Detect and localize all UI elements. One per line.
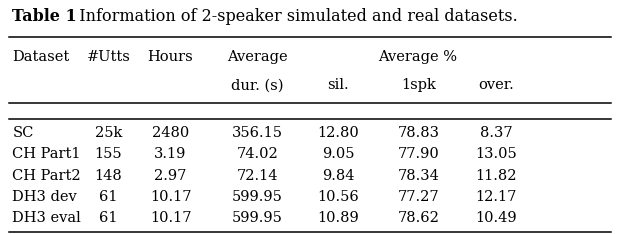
- Text: 61: 61: [99, 211, 118, 225]
- Text: sil.: sil.: [327, 78, 348, 92]
- Text: 78.34: 78.34: [397, 168, 440, 183]
- Text: Average %: Average %: [378, 50, 458, 64]
- Text: 11.82: 11.82: [476, 168, 516, 183]
- Text: 77.27: 77.27: [397, 190, 440, 204]
- Text: Dataset: Dataset: [12, 50, 69, 64]
- Text: 148: 148: [95, 168, 122, 183]
- Text: 155: 155: [95, 147, 122, 161]
- Text: DH3 eval: DH3 eval: [12, 211, 81, 225]
- Text: 10.56: 10.56: [317, 190, 359, 204]
- Text: 77.90: 77.90: [397, 147, 440, 161]
- Text: 356.15: 356.15: [232, 126, 283, 140]
- Text: over.: over.: [478, 78, 514, 92]
- Text: 2480: 2480: [152, 126, 189, 140]
- Text: 78.62: 78.62: [397, 211, 440, 225]
- Text: 1spk: 1spk: [401, 78, 436, 92]
- Text: 599.95: 599.95: [232, 211, 283, 225]
- Text: Table 1: Table 1: [12, 8, 77, 25]
- Text: 10.17: 10.17: [150, 190, 191, 204]
- Text: dur. (s): dur. (s): [231, 78, 283, 92]
- Text: 9.05: 9.05: [322, 147, 354, 161]
- Text: 12.17: 12.17: [476, 190, 516, 204]
- Text: Average: Average: [227, 50, 288, 64]
- Text: 10.49: 10.49: [475, 211, 517, 225]
- Text: 9.84: 9.84: [322, 168, 354, 183]
- Text: 3.19: 3.19: [154, 147, 187, 161]
- Text: 61: 61: [99, 190, 118, 204]
- Text: 74.02: 74.02: [236, 147, 278, 161]
- Text: 13.05: 13.05: [475, 147, 517, 161]
- Text: CH Part1: CH Part1: [12, 147, 81, 161]
- Text: 8.37: 8.37: [480, 126, 512, 140]
- Text: 2.97: 2.97: [154, 168, 187, 183]
- Text: . Information of 2-speaker simulated and real datasets.: . Information of 2-speaker simulated and…: [69, 8, 518, 25]
- Text: 12.80: 12.80: [317, 126, 359, 140]
- Text: 10.89: 10.89: [317, 211, 359, 225]
- Text: 599.95: 599.95: [232, 190, 283, 204]
- Text: 78.83: 78.83: [397, 126, 440, 140]
- Text: Hours: Hours: [148, 50, 193, 64]
- Text: 10.17: 10.17: [150, 211, 191, 225]
- Text: DH3 dev: DH3 dev: [12, 190, 77, 204]
- Text: 25k: 25k: [95, 126, 122, 140]
- Text: SC: SC: [12, 126, 33, 140]
- Text: CH Part2: CH Part2: [12, 168, 81, 183]
- Text: #Utts: #Utts: [87, 50, 130, 64]
- Text: 72.14: 72.14: [237, 168, 278, 183]
